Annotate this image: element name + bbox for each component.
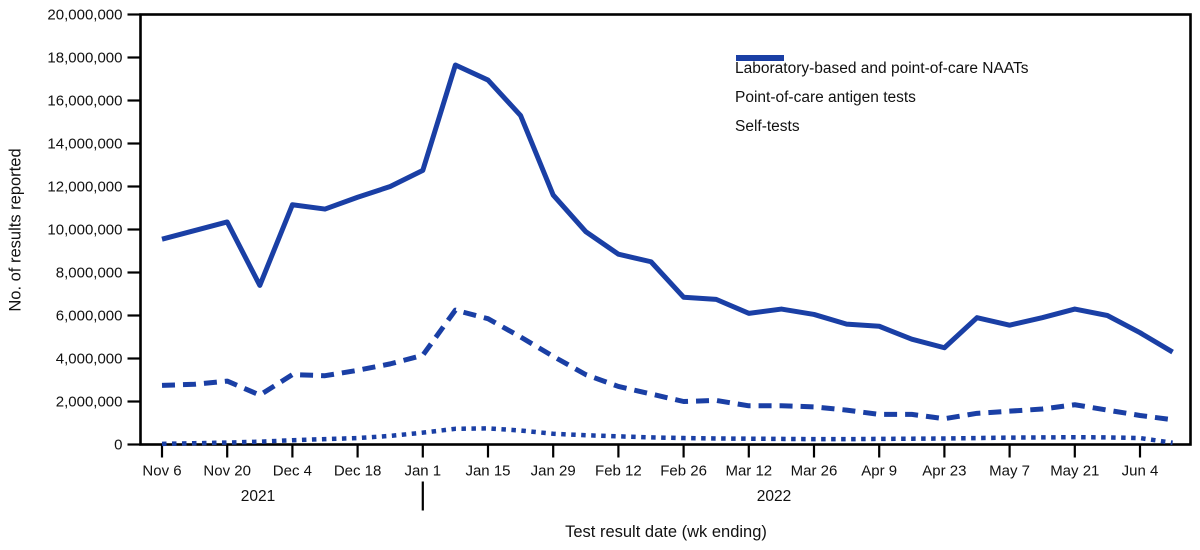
legend-line-dotted-icon	[751, 55, 784, 61]
x-tick-label: Feb 12	[595, 463, 642, 480]
y-tick-label: 20,000,000	[47, 7, 122, 24]
x-tick-label: Jan 29	[531, 463, 576, 480]
x-tick-label: May 7	[989, 463, 1030, 480]
y-axis-title: No. of results reported	[6, 148, 25, 312]
y-tick-label: 2,000,000	[56, 394, 123, 411]
x-tick-label: Jan 15	[465, 463, 510, 480]
x-tick-label: Dec 4	[273, 463, 312, 480]
chart-legend: Laboratory-based and point-of-care NAATs…	[735, 54, 1029, 141]
x-axis-title: Test result date (wk ending)	[565, 523, 767, 541]
year-label-2022: 2022	[756, 488, 792, 505]
y-tick-label: 12,000,000	[47, 179, 122, 196]
y-tick-label: 4,000,000	[56, 351, 123, 368]
x-tick-label: Mar 12	[725, 463, 772, 480]
x-tick-label: Feb 26	[660, 463, 707, 480]
legend-label-selftests: Self-tests	[735, 117, 800, 135]
x-tick-label: Nov 6	[142, 463, 181, 480]
legend-line-dashed-icon	[736, 55, 784, 61]
year-label-2021: 2021	[240, 488, 276, 505]
x-tick-label: Dec 18	[334, 463, 382, 480]
y-tick-label: 8,000,000	[56, 265, 123, 282]
x-tick-label: Mar 26	[791, 463, 838, 480]
y-tick-label: 0	[114, 437, 122, 454]
y-tick-label: 6,000,000	[56, 308, 123, 325]
x-tick-label: Jan 1	[404, 463, 441, 480]
legend-item-antigen: Point-of-care antigen tests	[735, 55, 1029, 112]
y-tick-label: 18,000,000	[47, 50, 122, 67]
y-tick-label: 10,000,000	[47, 222, 122, 239]
legend-label-naats: Laboratory-based and point-of-care NAATs	[735, 59, 1029, 77]
y-tick-label: 16,000,000	[47, 93, 122, 110]
series-line-selftests	[161, 426, 1173, 447]
series-line-antigen	[161, 307, 1173, 423]
plot-border	[139, 13, 1192, 446]
x-tick-label: May 21	[1050, 463, 1099, 480]
x-tick-label: Jun 4	[1122, 463, 1159, 480]
series-line-naats	[161, 62, 1174, 355]
x-tick-label: Nov 20	[203, 463, 251, 480]
x-tick-label: Apr 23	[922, 463, 966, 480]
legend-label-antigen: Point-of-care antigen tests	[735, 88, 916, 106]
legend-item-selftests: Self-tests	[735, 55, 1029, 141]
y-tick-label: 14,000,000	[47, 136, 122, 153]
x-tick-label: Apr 9	[861, 463, 897, 480]
